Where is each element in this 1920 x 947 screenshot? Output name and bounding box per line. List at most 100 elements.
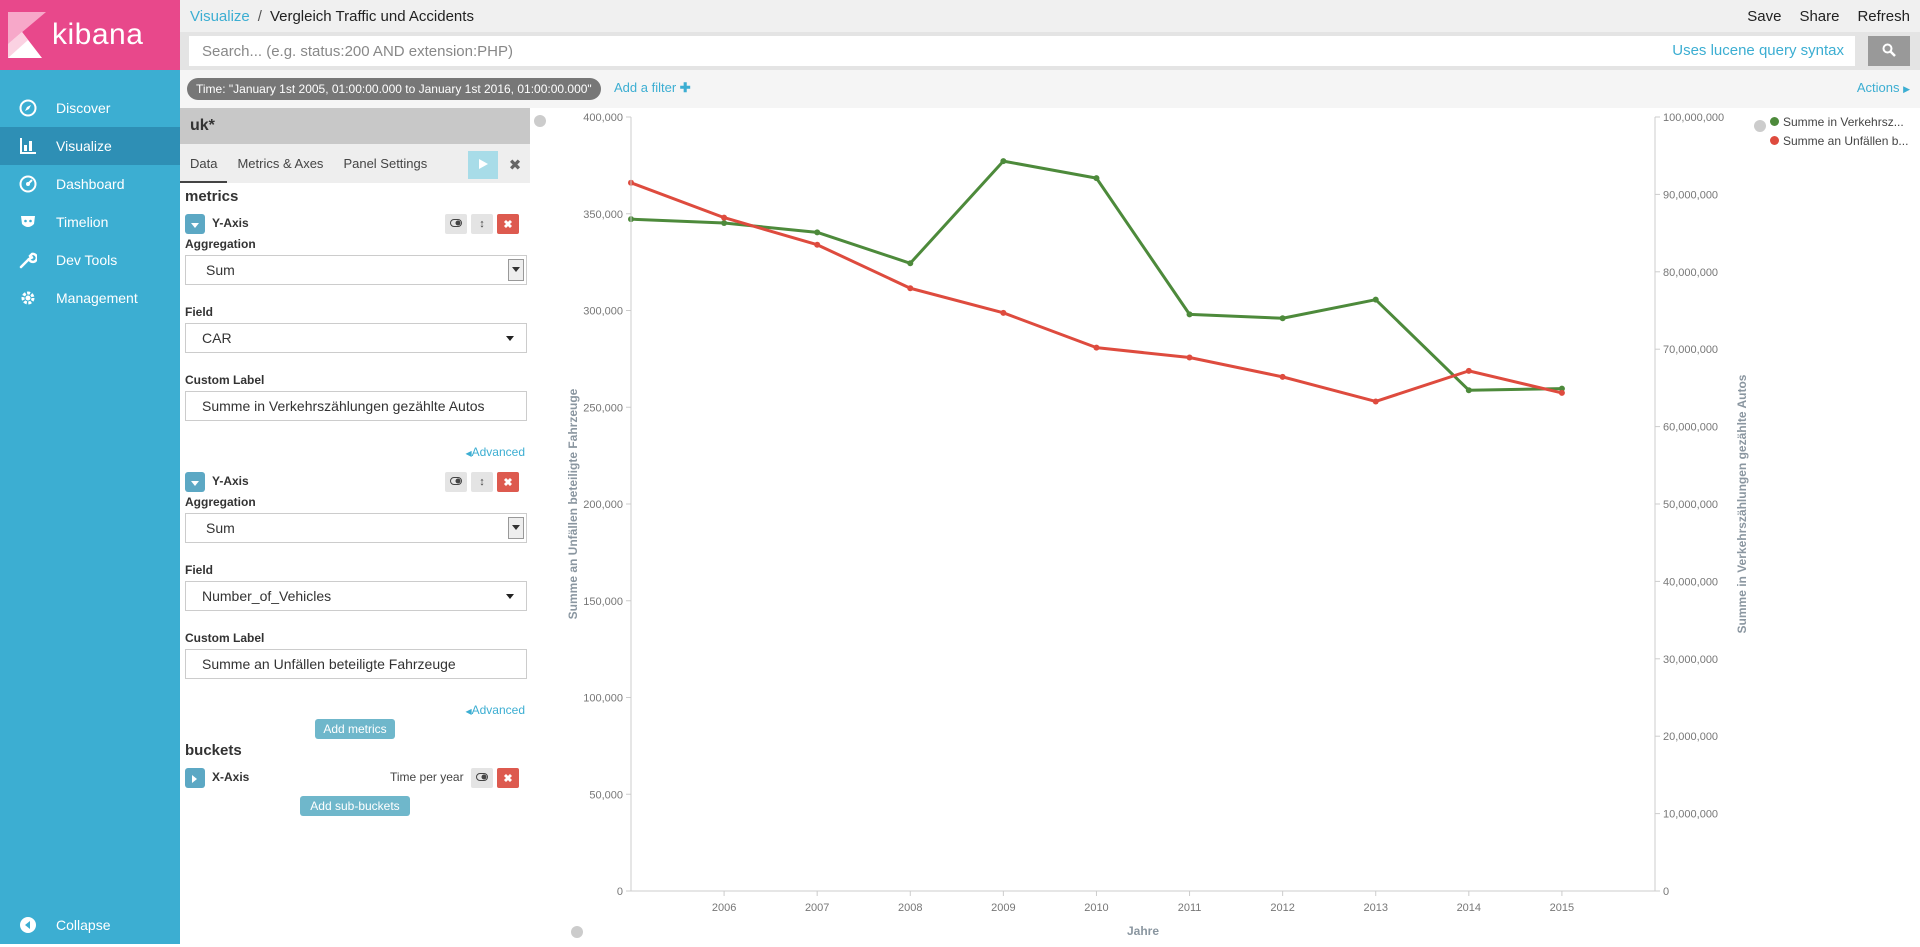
top-bar: Visualize / Vergleich Traffic und Accide… [180,0,1920,32]
sidebar-item-visualize[interactable]: Visualize [0,127,180,165]
toggle-icon [450,476,462,488]
advanced-toggle[interactable]: ◀Advanced [465,445,525,459]
metric-collapse-toggle[interactable] [185,214,205,234]
kibana-logo[interactable]: kibana [0,0,180,70]
add-sub-buckets-button[interactable]: Add sub-buckets [300,796,410,816]
breadcrumb-separator: / [257,7,262,25]
x-axis-tick-label: 2014 [1457,902,1481,914]
add-filter-button[interactable]: Add a filter ✚ [614,80,691,96]
series-line [630,181,1563,403]
lucene-syntax-link[interactable]: Uses lucene query syntax [1672,42,1844,59]
custom-label-input[interactable]: Summe in Verkehrszählungen gezählte Auto… [185,391,527,421]
data-point [1372,398,1379,405]
share-button[interactable]: Share [1799,7,1840,25]
metric-header: Y-Axis ↕ ✖ [185,471,527,493]
tab-metrics-axes[interactable]: Metrics & Axes [237,156,324,171]
sidebar-item-discover[interactable]: Discover [0,89,180,127]
data-point [907,285,914,292]
data-point [907,260,914,267]
field-select[interactable]: CAR [185,323,527,353]
custom-label-value: Summe an Unfällen beteiligte Fahrzeuge [202,656,456,672]
tab-panel-settings[interactable]: Panel Settings [343,156,428,171]
dashboard-icon [18,174,38,194]
discard-changes-button[interactable]: ✖ [502,151,528,179]
sidebar-item-dev-tools[interactable]: Dev Tools [0,241,180,279]
custom-label-input[interactable]: Summe an Unfällen beteiligte Fahrzeuge [185,649,527,679]
save-button[interactable]: Save [1747,7,1782,25]
right-axis-tick-label: 70,000,000 [1663,344,1718,356]
caret-down-icon [506,594,514,599]
bucket-expand-toggle[interactable] [185,768,205,788]
filter-bar: Time: "January 1st 2005, 01:00:00.000 to… [180,70,1920,108]
metric-toggle-button[interactable] [445,214,467,234]
right-axis-tick-label: 20,000,000 [1663,731,1718,743]
data-point [1558,385,1565,392]
advanced-toggle[interactable]: ◀Advanced [465,703,525,717]
caret-left-icon: ◀ [465,707,472,716]
actions-button[interactable]: Actions ▶ [1857,80,1910,95]
legend-item[interactable]: Summe in Verkehrsz... [1770,112,1920,131]
breadcrumb-parent[interactable]: Visualize [190,7,250,25]
app-name: kibana [52,18,144,51]
x-axis-tick-label: 2008 [898,902,922,914]
legend-toggle-icon[interactable] [1754,120,1766,132]
refresh-button[interactable]: Refresh [1857,7,1910,25]
time-range-pill[interactable]: Time: "January 1st 2005, 01:00:00.000 to… [187,78,601,100]
field-label: Field [185,305,214,319]
left-axis-tick-label: 100,000 [583,693,623,705]
compass-icon [18,98,38,118]
metric-axis-label: Y-Axis [212,474,249,488]
metric-reorder-button[interactable]: ↕ [471,214,493,234]
metrics-section-title: metrics [185,188,239,205]
visualization-editor: uk* Data Metrics & Axes Panel Settings ✖… [180,108,530,944]
custom-label-label: Custom Label [185,373,265,387]
left-axis-tick-label: 200,000 [583,499,623,511]
sidebar-item-dashboard[interactable]: Dashboard [0,165,180,203]
metric-toggle-button[interactable] [445,472,467,492]
metric-remove-button[interactable]: ✖ [497,214,519,234]
kibana-logo-icon [8,12,46,58]
collapse-button[interactable]: Collapse [0,906,180,944]
aggregation-value: Sum [206,262,235,278]
close-icon: ✖ [508,157,522,174]
metric-reorder-button[interactable]: ↕ [471,472,493,492]
sidebar-item-management[interactable]: Management [0,279,180,317]
data-point [1186,311,1193,318]
play-icon [477,158,489,173]
sidebar-item-timelion[interactable]: Timelion [0,203,180,241]
search-input[interactable]: Search... (e.g. status:200 AND extension… [189,36,1855,66]
aggregation-select[interactable]: Sum [185,513,527,543]
field-value: CAR [202,330,232,346]
apply-changes-button[interactable] [468,151,498,179]
left-axis-title: Summe an Unfällen beteiligte Fahrzeuge [566,388,580,619]
bucket-toggle-button[interactable] [471,768,493,788]
chevron-down-icon [191,217,199,232]
aggregation-label: Aggregation [185,237,256,251]
aggregation-select[interactable]: Sum [185,255,527,285]
x-axis-tick-label: 2015 [1550,902,1574,914]
tab-data[interactable]: Data [180,144,228,183]
add-metrics-button[interactable]: Add metrics [315,719,395,739]
metric-collapse-toggle[interactable] [185,472,205,492]
search-button[interactable] [1868,36,1910,66]
bucket-description: Time per year [390,770,464,784]
legend-item[interactable]: Summe an Unfällen b... [1770,131,1920,150]
series-line [630,159,1562,392]
collapse-editor-icon[interactable] [534,115,546,127]
spy-toggle-icon[interactable] [571,926,583,938]
aggregation-label: Aggregation [185,495,256,509]
x-axis-tick-label: 2006 [712,902,736,914]
select-caret-icon [508,517,524,539]
collapse-label: Collapse [56,917,111,933]
metric-header: Y-Axis ↕ ✖ [185,213,527,235]
left-axis-tick-label: 350,000 [583,209,623,221]
data-point [1093,344,1100,351]
metric-remove-button[interactable]: ✖ [497,472,519,492]
field-select[interactable]: Number_of_Vehicles [185,581,527,611]
chevron-down-icon [191,475,199,490]
metric-axis-label: Y-Axis [212,216,249,230]
data-point [1465,387,1472,394]
bucket-remove-button[interactable]: ✖ [497,768,519,788]
custom-label-label: Custom Label [185,631,265,645]
x-axis-title: Jahre [1127,924,1159,938]
